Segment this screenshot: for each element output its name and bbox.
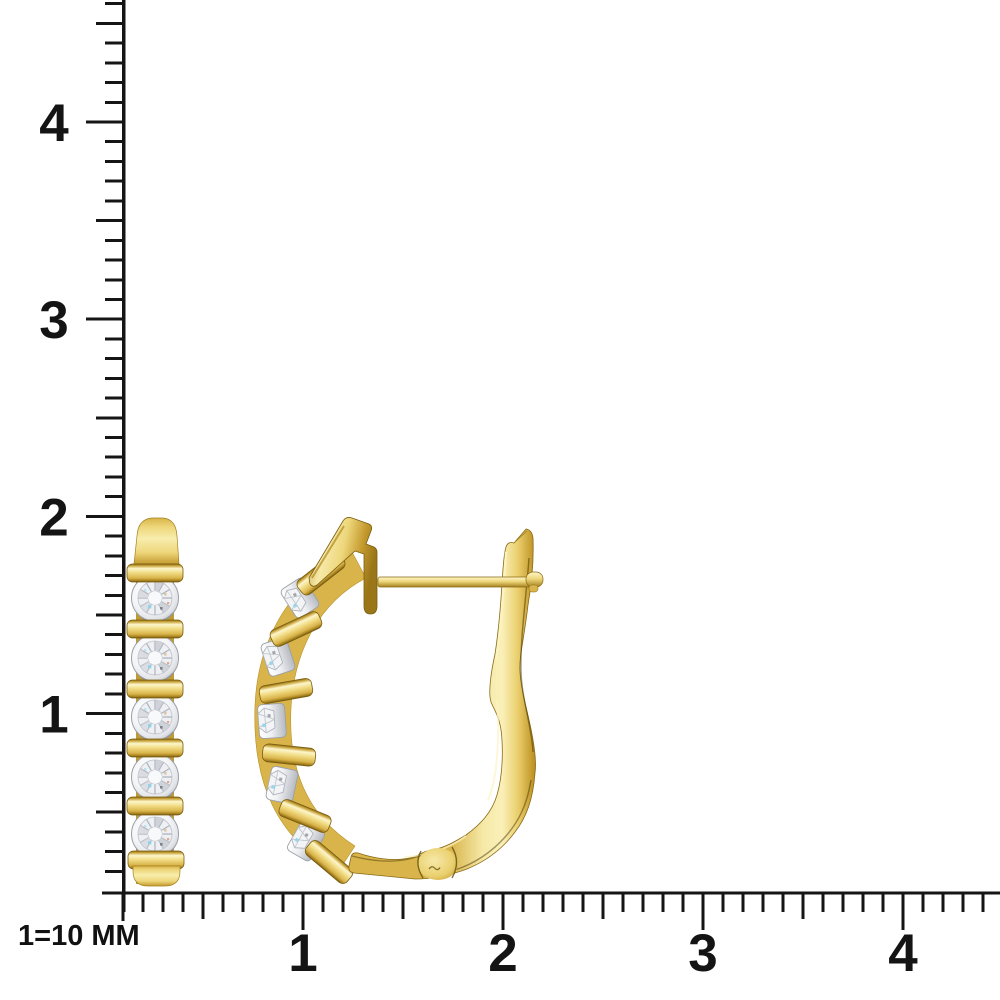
clasp-lever (308, 517, 378, 615)
hinge-crease (417, 850, 424, 879)
post-end-tab (528, 584, 539, 593)
ear-post (377, 576, 533, 588)
earring-side-view (126, 517, 185, 887)
post-tongue (133, 517, 180, 565)
base-tongue (132, 865, 181, 887)
gold-bar (126, 679, 184, 699)
vertical-ruler-label: 2 (39, 488, 68, 547)
horizontal-ruler: 1 2 3 4 (102, 891, 1000, 983)
hinge (418, 848, 458, 880)
gold-bar (126, 796, 184, 816)
diamond-stone (130, 752, 180, 802)
diamond-stone (130, 633, 180, 683)
gold-bar (126, 738, 184, 758)
diamond-segment (256, 702, 288, 740)
earring-front-view (254, 517, 544, 887)
vertical-ruler-label: 3 (39, 291, 68, 350)
hinge-crease (451, 846, 458, 879)
scale-note: 1=10 MM (18, 920, 140, 952)
diamond-stone (130, 809, 180, 859)
vertical-ruler-label: 1 (39, 686, 68, 745)
hallmark-squiggle (428, 866, 441, 871)
clasp-highlight (311, 525, 345, 579)
horizontal-ruler-label: 4 (888, 924, 918, 983)
horizontal-ruler-label: 1 (288, 924, 317, 983)
horizontal-ruler-label: 3 (688, 924, 717, 983)
gold-bar (126, 563, 184, 583)
diamond-stone (130, 692, 180, 742)
vertical-ruler: 4 3 2 1 (39, 0, 126, 912)
vertical-ruler-label: 4 (39, 94, 69, 153)
gold-bar (126, 619, 184, 639)
horizontal-ruler-label: 2 (488, 924, 517, 983)
